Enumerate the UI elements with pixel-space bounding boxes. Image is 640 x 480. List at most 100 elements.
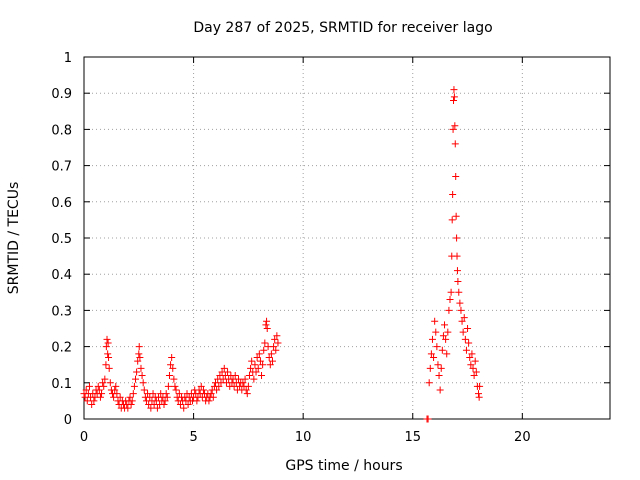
data-point bbox=[165, 372, 173, 380]
plot-frame bbox=[83, 56, 611, 420]
y-tick-label: 0.5 bbox=[51, 232, 72, 247]
y-tick-label: 0 bbox=[64, 413, 72, 428]
y-tick-label: 0.1 bbox=[51, 377, 72, 392]
data-point bbox=[85, 382, 93, 390]
data-point bbox=[161, 397, 169, 405]
data-point bbox=[471, 357, 479, 365]
data-point bbox=[270, 343, 278, 351]
y-tick-label: 0.4 bbox=[51, 268, 72, 283]
data-point bbox=[102, 361, 110, 369]
data-points bbox=[80, 86, 484, 423]
data-point bbox=[435, 372, 443, 380]
data-point bbox=[431, 317, 439, 325]
data-point bbox=[209, 393, 217, 401]
data-point bbox=[124, 404, 132, 412]
data-point bbox=[241, 375, 249, 383]
data-point bbox=[113, 390, 121, 398]
data-point bbox=[458, 317, 466, 325]
data-point bbox=[135, 343, 143, 351]
data-point bbox=[263, 317, 271, 325]
data-point bbox=[104, 350, 112, 358]
data-point bbox=[171, 382, 179, 390]
data-point bbox=[447, 288, 455, 296]
data-point bbox=[453, 234, 461, 242]
data-point bbox=[449, 191, 457, 199]
data-point bbox=[164, 382, 172, 390]
y-tick-label: 0.8 bbox=[51, 123, 72, 138]
data-point bbox=[160, 401, 168, 409]
data-point bbox=[426, 364, 434, 372]
data-point bbox=[437, 364, 445, 372]
data-point bbox=[460, 314, 468, 322]
data-point bbox=[251, 361, 259, 369]
data-point bbox=[255, 350, 263, 358]
data-point bbox=[111, 386, 119, 394]
data-point bbox=[424, 415, 432, 423]
data-point bbox=[248, 357, 256, 365]
data-point bbox=[153, 404, 161, 412]
y-tick-label: 1 bbox=[64, 51, 72, 66]
data-point bbox=[456, 299, 464, 307]
data-point bbox=[104, 339, 112, 347]
data-point bbox=[105, 364, 113, 372]
data-point bbox=[465, 339, 473, 347]
data-point bbox=[137, 364, 145, 372]
data-point bbox=[450, 93, 458, 101]
data-point bbox=[455, 288, 463, 296]
data-point bbox=[96, 393, 104, 401]
data-point bbox=[261, 339, 269, 347]
data-point bbox=[457, 306, 465, 314]
data-point bbox=[475, 390, 482, 398]
data-point bbox=[147, 404, 155, 412]
data-point bbox=[83, 397, 91, 405]
data-point bbox=[428, 335, 436, 343]
data-point bbox=[472, 368, 480, 376]
data-point bbox=[168, 353, 176, 361]
y-tick-label: 0.7 bbox=[51, 160, 72, 175]
data-point bbox=[462, 346, 470, 354]
data-point bbox=[452, 172, 460, 180]
data-point bbox=[101, 375, 109, 383]
data-point bbox=[135, 350, 143, 358]
data-point bbox=[105, 353, 113, 361]
data-point bbox=[450, 86, 458, 94]
data-point bbox=[445, 306, 453, 314]
data-point bbox=[259, 361, 267, 369]
data-point bbox=[258, 372, 266, 380]
data-point bbox=[199, 386, 207, 394]
data-point bbox=[430, 353, 438, 361]
data-point bbox=[464, 325, 472, 332]
data-point bbox=[103, 335, 111, 343]
data-point bbox=[140, 386, 148, 394]
data-point bbox=[197, 382, 205, 390]
data-point bbox=[254, 364, 262, 372]
data-point bbox=[126, 393, 134, 401]
data-point bbox=[475, 393, 483, 401]
data-point bbox=[448, 216, 456, 224]
data-point bbox=[139, 379, 147, 387]
data-point bbox=[213, 386, 221, 394]
x-tick-label: 5 bbox=[189, 430, 197, 445]
data-point bbox=[263, 325, 271, 332]
data-point bbox=[100, 382, 108, 390]
data-point bbox=[112, 382, 120, 390]
data-point bbox=[184, 401, 192, 409]
data-point bbox=[245, 372, 253, 380]
data-point bbox=[266, 361, 274, 369]
data-point bbox=[242, 386, 250, 394]
data-point bbox=[172, 386, 180, 394]
data-point bbox=[451, 122, 459, 130]
data-point bbox=[268, 357, 276, 365]
data-point bbox=[443, 350, 451, 358]
y-tick-label: 0.9 bbox=[51, 87, 72, 102]
x-tick-label: 15 bbox=[404, 430, 421, 445]
data-point bbox=[167, 361, 175, 369]
data-point bbox=[434, 361, 442, 369]
data-point bbox=[106, 379, 114, 387]
data-point bbox=[427, 350, 435, 358]
data-point bbox=[130, 382, 138, 390]
data-point bbox=[260, 346, 268, 354]
data-point bbox=[470, 372, 478, 380]
y-axis-title: SRMTID / TECUs bbox=[6, 182, 22, 295]
